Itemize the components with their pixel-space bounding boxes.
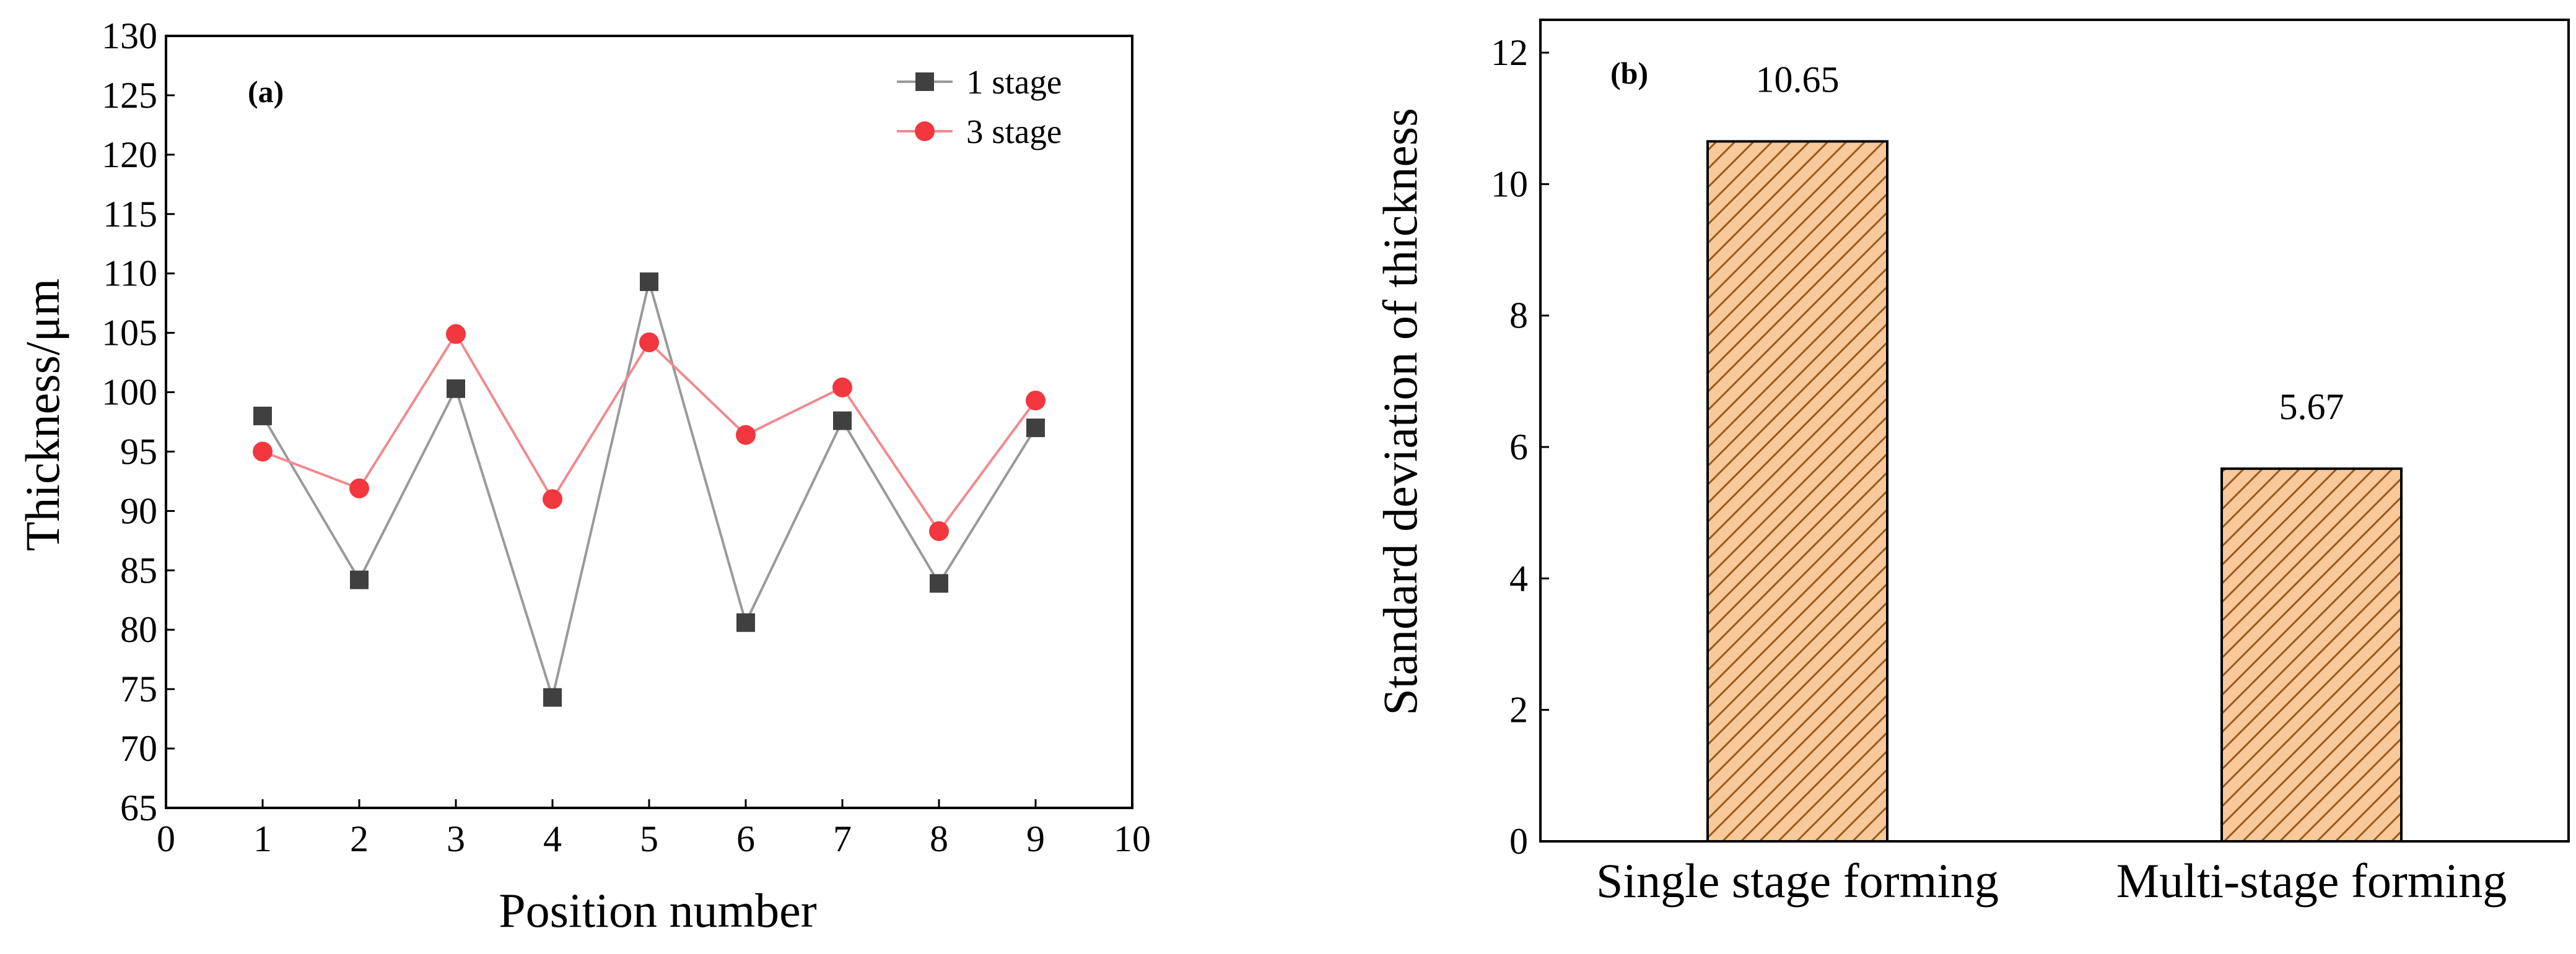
y-tick-label-90: 90 bbox=[120, 490, 157, 531]
b-y-tick-label-10: 10 bbox=[1491, 163, 1528, 204]
panel-a-label: (a) bbox=[248, 74, 284, 109]
data-point-1-stage-4 bbox=[543, 688, 562, 707]
x-tick-label-4: 4 bbox=[543, 818, 562, 859]
category-label-multi-stage-forming: Multi-stage forming bbox=[2116, 854, 2507, 908]
category-label-single-stage-forming: Single stage forming bbox=[1596, 854, 1999, 908]
data-point-1-stage-2 bbox=[350, 570, 369, 589]
b-y-tick-label-6: 6 bbox=[1509, 427, 1528, 467]
data-point-1-stage-7 bbox=[833, 411, 852, 430]
x-tick-label-7: 7 bbox=[833, 818, 852, 859]
series-line-3-stage bbox=[262, 331, 1037, 534]
b-y-tick-label-0: 0 bbox=[1509, 821, 1528, 862]
y-tick-label-80: 80 bbox=[120, 609, 157, 650]
legend-label-3-stage: 3 stage bbox=[966, 113, 1062, 150]
x-tick-label-3: 3 bbox=[447, 818, 465, 859]
y-tick-label-65: 65 bbox=[120, 787, 157, 828]
plot-a-frame bbox=[165, 35, 1133, 809]
panel-b-bars: 10.65 5.67 bbox=[1706, 59, 2403, 843]
data-point-3-stage-5 bbox=[639, 332, 659, 352]
y-tick-label-130: 130 bbox=[102, 15, 157, 56]
y-tick-label-105: 105 bbox=[102, 313, 157, 353]
legend: 1 stage 3 stage bbox=[897, 63, 1062, 150]
x-tick-label-0: 0 bbox=[157, 818, 175, 859]
b-y-tick-label-4: 4 bbox=[1509, 558, 1528, 599]
bar-single-stage-forming bbox=[1706, 140, 1888, 843]
data-point-3-stage-3 bbox=[446, 324, 466, 344]
b-y-tick-label-12: 12 bbox=[1491, 32, 1528, 73]
panel-b-bar-chart: 0 2 4 6 8 10 12 Single stage forming Multi-stage… bbox=[1373, 19, 2570, 908]
data-point-1-stage-6 bbox=[736, 613, 755, 632]
panel-a-ticks: 0 1 2 3 4 5 6 7 8 9 10 65 70 75 80 85 90 95 100 105 110 115 12… bbox=[102, 15, 1151, 859]
x-tick-label-5: 5 bbox=[640, 818, 658, 859]
y-tick-label-115: 115 bbox=[103, 194, 157, 235]
y-tick-label-95: 95 bbox=[120, 431, 157, 472]
data-point-3-stage-1 bbox=[253, 441, 273, 462]
data-point-3-stage-2 bbox=[349, 478, 369, 498]
panel-a-x-axis-title: Position number bbox=[499, 883, 817, 937]
y-tick-label-110: 110 bbox=[103, 253, 157, 294]
bar-value-label-single-stage-forming: 10.65 bbox=[1756, 59, 1840, 100]
bar-multi-stage-forming bbox=[2220, 467, 2403, 843]
x-tick-label-2: 2 bbox=[350, 818, 369, 859]
data-point-3-stage-8 bbox=[929, 521, 949, 541]
panel-a-series-markers bbox=[253, 272, 1046, 707]
y-tick-label-85: 85 bbox=[120, 550, 157, 591]
legend-marker-1-stage bbox=[915, 72, 934, 91]
x-tick-label-6: 6 bbox=[736, 818, 755, 859]
x-tick-label-8: 8 bbox=[930, 818, 948, 859]
data-point-3-stage-6 bbox=[736, 425, 756, 445]
data-point-1-stage-9 bbox=[1026, 418, 1045, 438]
x-tick-label-10: 10 bbox=[1114, 818, 1151, 859]
x-tick-label-9: 9 bbox=[1026, 818, 1045, 859]
panel-a-y-axis-title: Thickness/μm bbox=[15, 279, 69, 551]
panel-b-y-axis-title: Standard deviation of thickness bbox=[1373, 108, 1427, 715]
b-y-tick-label-2: 2 bbox=[1509, 690, 1528, 731]
data-point-3-stage-9 bbox=[1026, 390, 1046, 410]
data-point-3-stage-4 bbox=[543, 489, 562, 510]
y-tick-label-70: 70 bbox=[120, 728, 157, 769]
bar-value-label-multi-stage-forming: 5.67 bbox=[2279, 386, 2344, 427]
y-tick-label-100: 100 bbox=[102, 372, 157, 413]
panel-b-label: (b) bbox=[1610, 56, 1648, 90]
legend-marker-3-stage bbox=[915, 121, 935, 141]
data-point-1-stage-3 bbox=[447, 379, 465, 398]
plot-b-frame bbox=[1539, 19, 2570, 843]
y-tick-label-125: 125 bbox=[102, 75, 157, 116]
x-tick-label-1: 1 bbox=[253, 818, 272, 859]
data-point-1-stage-5 bbox=[640, 272, 658, 292]
legend-label-1-stage: 1 stage bbox=[966, 63, 1062, 101]
panel-a-line-chart: 0 1 2 3 4 5 6 7 8 9 10 65 70 75 80 85 90 95 100 105 110 115 12… bbox=[15, 15, 1151, 937]
y-tick-label-75: 75 bbox=[120, 669, 157, 709]
data-point-1-stage-1 bbox=[253, 406, 272, 425]
y-tick-label-120: 120 bbox=[102, 134, 157, 175]
data-point-3-stage-7 bbox=[832, 377, 852, 397]
b-y-tick-label-8: 8 bbox=[1509, 295, 1528, 336]
data-point-1-stage-8 bbox=[930, 574, 948, 593]
panel-b-ticks: 0 2 4 6 8 10 12 Single stage forming Multi-stage… bbox=[1491, 32, 2507, 908]
